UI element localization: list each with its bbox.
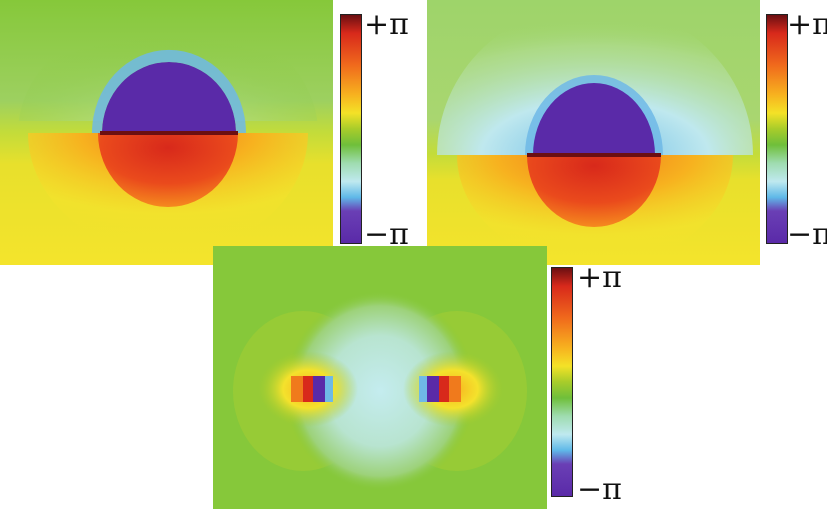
colorbar-gradient [766,14,788,244]
colorbar-top-left: +π −π [340,10,430,252]
panel-top-right [427,0,760,265]
phase-map-top-left [0,0,333,265]
colorbar-gradient [551,267,573,497]
panel-top-left [0,0,333,265]
colorbar-bottom-label: −π [364,217,409,252]
colorbar-bottom-label: −π [577,472,622,507]
colorbar-gradient [340,14,362,244]
colorbar-top-label: +π [787,7,827,42]
phase-map-bottom [213,246,547,509]
colorbar-bottom-label: −π [787,217,827,252]
colorbar-top-label: +π [577,260,622,295]
colorbar-bottom: +π −π [551,263,641,507]
phase-map-top-right [427,0,760,265]
colorbar-top-label: +π [364,7,409,42]
colorbar-top-right: +π −π [766,10,827,252]
panel-bottom [213,246,547,509]
